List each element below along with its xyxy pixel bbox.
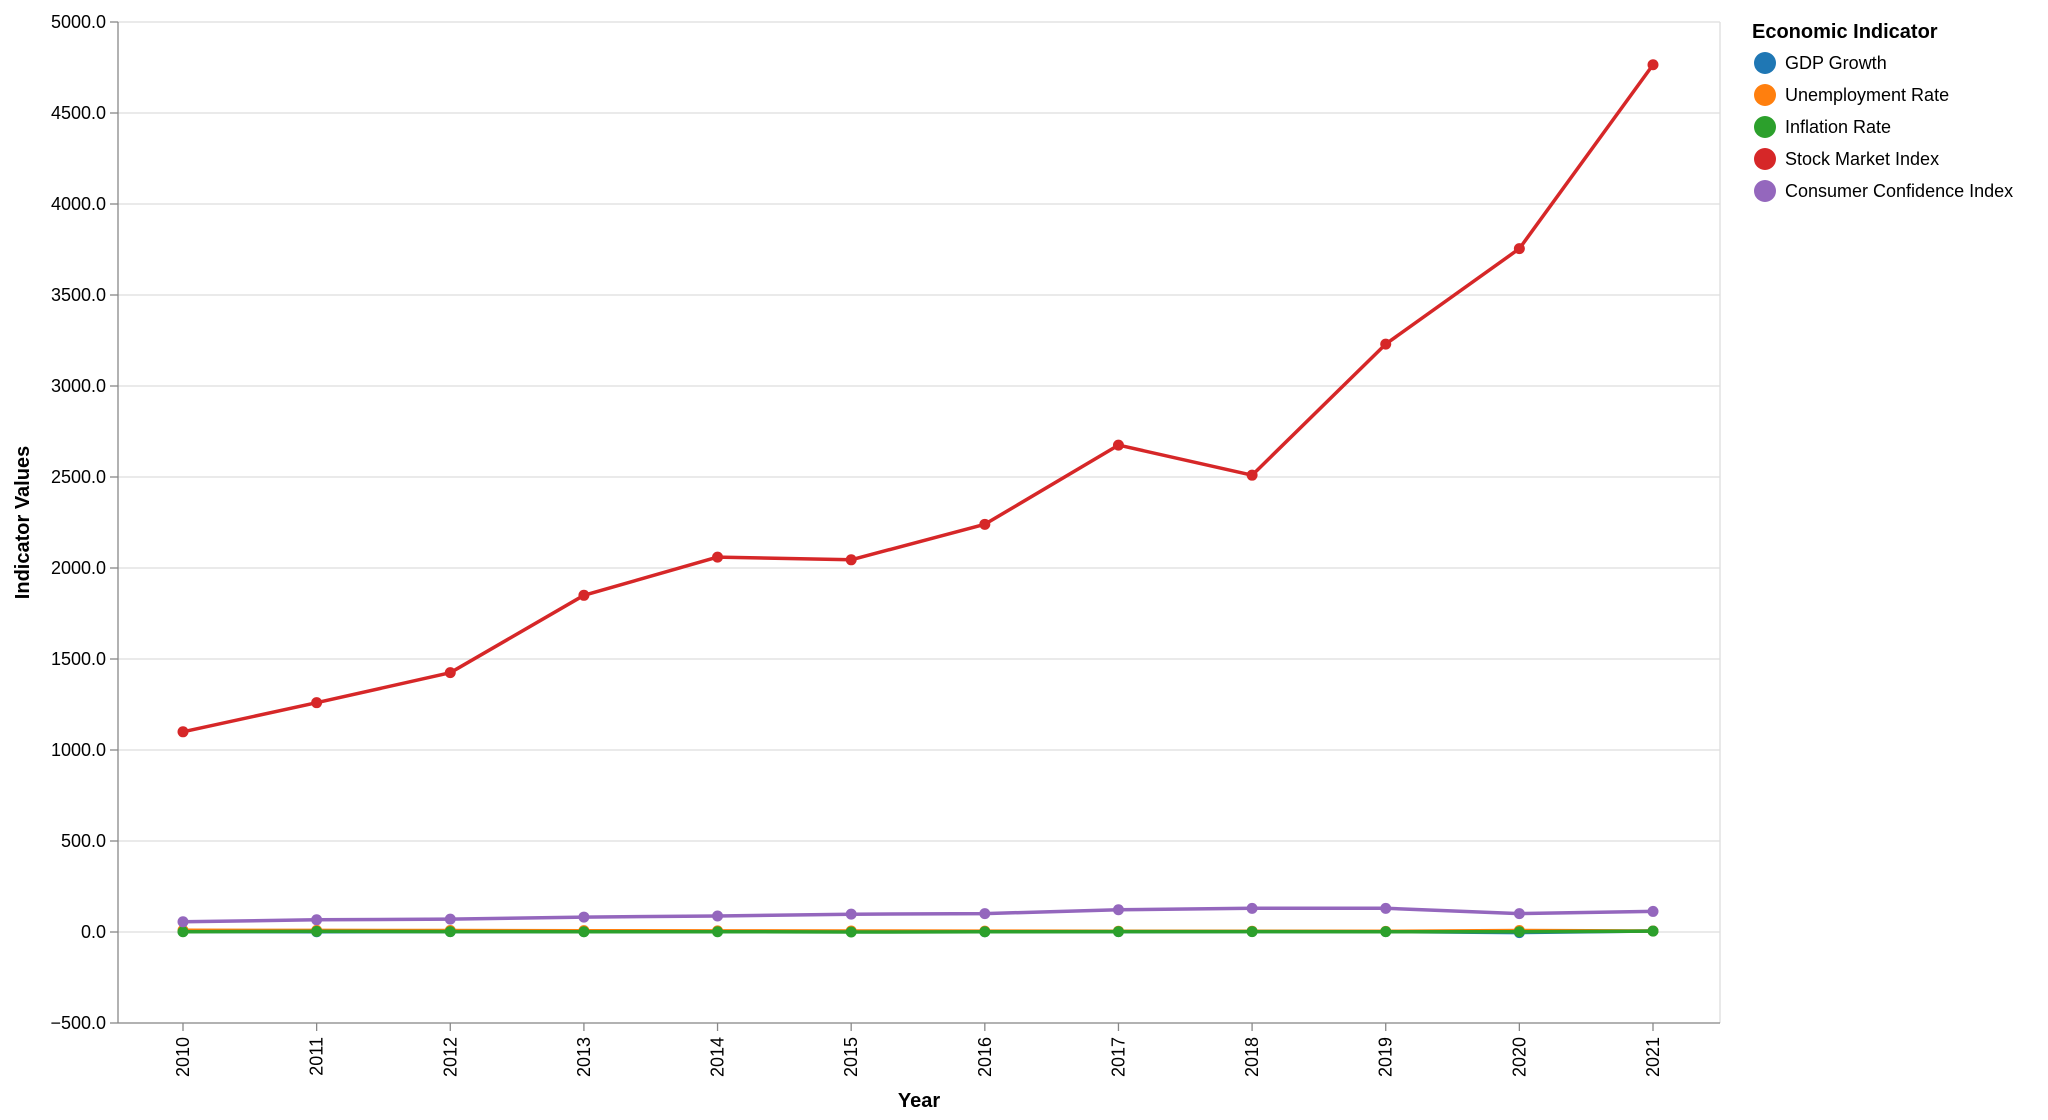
data-point — [578, 926, 590, 938]
y-tick-label: 1500.0 — [51, 649, 106, 669]
series-line — [181, 63, 1655, 734]
x-tick-label: 2010 — [173, 1037, 193, 1077]
data-point — [578, 911, 590, 923]
x-tick-label: 2015 — [841, 1037, 861, 1077]
x-tick-label: 2011 — [307, 1037, 327, 1076]
x-tick-label: 2013 — [574, 1037, 594, 1077]
y-tick-label: 2000.0 — [51, 558, 106, 578]
y-tick-label: 5000.0 — [51, 12, 106, 32]
data-point — [979, 908, 991, 920]
data-point — [712, 926, 724, 938]
y-tick-label: −500.0 — [50, 1013, 106, 1033]
data-point — [1380, 338, 1392, 350]
legend-symbol — [1754, 148, 1776, 170]
data-point — [712, 551, 724, 563]
data-point — [444, 913, 456, 925]
legend-label: GDP Growth — [1785, 53, 1887, 73]
series-stock-market-index — [177, 59, 1659, 738]
legend-title: Economic Indicator — [1752, 21, 1938, 43]
data-point — [1513, 926, 1525, 938]
y-tick-label: 0.0 — [81, 922, 106, 942]
data-point — [1112, 926, 1124, 938]
data-point — [712, 910, 724, 922]
legend-symbol — [1754, 116, 1776, 138]
y-tick-label: 3000.0 — [51, 376, 106, 396]
x-tick-label: 2012 — [440, 1037, 460, 1077]
y-tick-label: 3500.0 — [51, 285, 106, 305]
data-point — [1513, 908, 1525, 920]
y-tick-label: 4000.0 — [51, 194, 106, 214]
data-point — [177, 726, 189, 738]
y-axis-title: Indicator Values — [12, 446, 34, 599]
data-point — [1246, 469, 1258, 481]
y-tick-label: 500.0 — [61, 831, 106, 851]
data-point — [845, 926, 857, 938]
data-point — [1380, 926, 1392, 938]
legend-item: Unemployment Rate — [1754, 84, 1949, 106]
data-point — [177, 926, 189, 938]
legend-symbol — [1754, 180, 1776, 202]
data-point — [1513, 243, 1525, 255]
data-point — [1246, 902, 1258, 914]
y-tick-label: 1000.0 — [51, 740, 106, 760]
y-tick-label: 4500.0 — [51, 103, 106, 123]
x-tick-label: 2021 — [1643, 1037, 1663, 1077]
data-point — [1112, 904, 1124, 916]
series-inflation-rate — [177, 925, 1659, 938]
data-point — [979, 518, 991, 530]
series-line — [181, 929, 1655, 934]
x-tick-label: 2018 — [1242, 1037, 1262, 1077]
legend-label: Inflation Rate — [1785, 117, 1891, 137]
data-point — [1647, 905, 1659, 917]
legend-label: Unemployment Rate — [1785, 85, 1949, 105]
series-consumer-confidence-index — [177, 902, 1659, 928]
legend-symbol — [1754, 84, 1776, 106]
gridlines — [118, 21, 1721, 1024]
data-point — [444, 667, 456, 679]
y-tick-label: 2500.0 — [51, 467, 106, 487]
data-point — [311, 914, 323, 926]
legend-item: Consumer Confidence Index — [1754, 180, 2013, 202]
legend-label: Consumer Confidence Index — [1785, 181, 2013, 201]
data-point — [845, 908, 857, 920]
data-point — [845, 554, 857, 566]
data-point — [444, 926, 456, 938]
series — [177, 59, 1659, 939]
legend-label: Stock Market Index — [1785, 149, 1939, 169]
data-point — [1647, 925, 1659, 937]
legend-item: Inflation Rate — [1754, 116, 1891, 138]
x-tick-label: 2020 — [1509, 1037, 1529, 1077]
axes: Indicator Values Year −500.0 0.0 500.0 1000… — [12, 12, 1720, 1112]
x-tick-label: 2019 — [1376, 1037, 1396, 1077]
legend-symbol — [1754, 52, 1776, 74]
data-point — [177, 916, 189, 928]
legend-item: GDP Growth — [1754, 52, 1887, 74]
x-tick-label: 2016 — [975, 1037, 995, 1077]
data-point — [1380, 902, 1392, 914]
legend-item: Stock Market Index — [1754, 148, 1939, 170]
x-tick-label: 2017 — [1108, 1037, 1128, 1077]
data-point — [578, 589, 590, 601]
data-point — [1647, 59, 1659, 71]
x-tick-label: 2014 — [708, 1037, 728, 1077]
data-point — [311, 697, 323, 709]
x-axis-title: Year — [898, 1090, 940, 1112]
data-point — [1246, 926, 1258, 938]
data-point — [1112, 439, 1124, 451]
legend: Economic Indicator GDP Growth Unemploymen… — [1752, 21, 2013, 202]
series-line — [181, 906, 1655, 924]
data-point — [979, 926, 991, 938]
data-point — [311, 925, 323, 937]
